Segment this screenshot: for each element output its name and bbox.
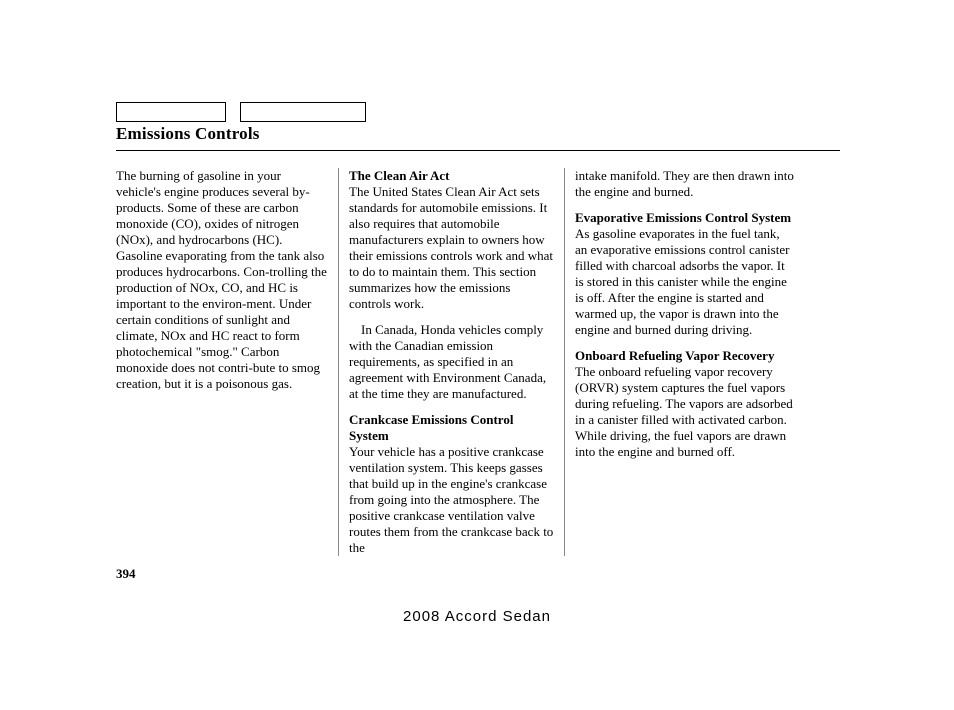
col2-paragraph-1: The United States Clean Air Act sets sta… bbox=[349, 184, 553, 311]
header-box-1 bbox=[116, 102, 226, 122]
col2-paragraph-3: Your vehicle has a positive crankcase ve… bbox=[349, 444, 553, 555]
content-columns: The burning of gasoline in your vehicle'… bbox=[116, 168, 846, 556]
column-3: intake manifold. They are then drawn int… bbox=[564, 168, 794, 556]
column-1: The burning of gasoline in your vehicle'… bbox=[116, 168, 338, 556]
title-row: Emissions Controls bbox=[116, 124, 840, 151]
manual-page: Emissions Controls The burning of gasoli… bbox=[0, 0, 954, 710]
page-number: 394 bbox=[116, 566, 136, 582]
col3-paragraph-2: As gasoline evaporates in the fuel tank,… bbox=[575, 226, 789, 337]
header-placeholder-boxes bbox=[116, 102, 366, 122]
clean-air-act-heading: The Clean Air Act bbox=[349, 168, 450, 183]
column-2: The Clean Air Act The United States Clea… bbox=[338, 168, 564, 556]
col2-paragraph-2: In Canada, Honda vehicles comply with th… bbox=[349, 322, 554, 402]
spacer bbox=[349, 402, 554, 412]
col1-paragraph-1: The burning of gasoline in your vehicle'… bbox=[116, 168, 328, 392]
title-rule bbox=[116, 150, 840, 151]
crankcase-heading: Crankcase Emissions Control System bbox=[349, 412, 513, 443]
spacer bbox=[575, 338, 794, 348]
spacer bbox=[349, 312, 554, 322]
col3-paragraph-3: The onboard refueling vapor recovery (OR… bbox=[575, 364, 793, 459]
footer-model: 2008 Accord Sedan bbox=[0, 608, 954, 625]
page-title: Emissions Controls bbox=[116, 124, 840, 150]
spacer bbox=[575, 200, 794, 210]
orvr-heading: Onboard Refueling Vapor Recovery bbox=[575, 348, 774, 363]
header-box-2 bbox=[240, 102, 366, 122]
col3-paragraph-1: intake manifold. They are then drawn int… bbox=[575, 168, 794, 199]
evaporative-heading: Evaporative Emissions Control System bbox=[575, 210, 791, 225]
